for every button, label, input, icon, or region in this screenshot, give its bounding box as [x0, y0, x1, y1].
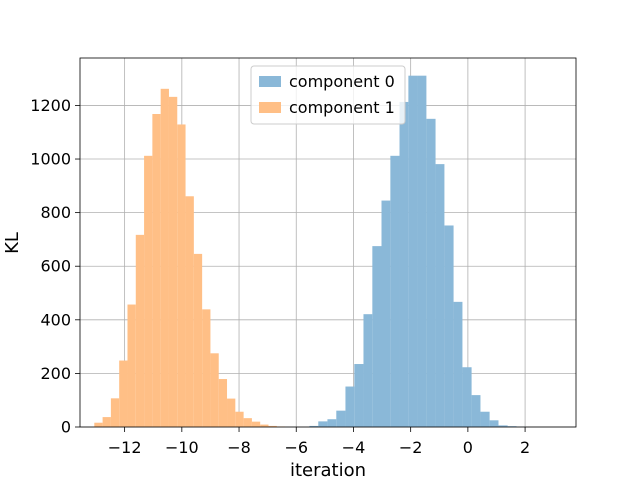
histogram-bar	[177, 124, 185, 427]
legend-swatch	[259, 102, 281, 113]
y-axis-label: KL	[2, 232, 23, 254]
histogram-bar	[144, 156, 152, 427]
histogram-bar	[136, 235, 144, 427]
histogram-bar	[408, 76, 417, 427]
histogram-bar	[119, 361, 127, 427]
histogram-bar	[436, 164, 445, 427]
y-tick-label: 400	[40, 310, 71, 329]
histogram-bar	[426, 119, 435, 427]
legend-label: component 1	[289, 98, 395, 117]
histogram-bar	[219, 379, 227, 427]
x-tick-label: −8	[227, 438, 251, 457]
histogram-bar	[472, 395, 481, 427]
x-axis-label: iteration	[290, 460, 366, 480]
y-tick-label: 1000	[30, 150, 71, 169]
histogram-bar	[161, 89, 169, 427]
y-tick-label: 1200	[30, 96, 71, 115]
histogram-bar	[381, 201, 390, 427]
legend-swatch	[259, 76, 281, 87]
histogram-bar	[244, 418, 252, 427]
x-tick-label: −4	[342, 438, 366, 457]
y-tick-label: 800	[40, 203, 71, 222]
x-tick-label: −6	[284, 438, 308, 457]
histogram-bar	[480, 412, 489, 427]
histogram-bar	[210, 353, 218, 427]
histogram-bar	[111, 398, 119, 427]
histogram-bar	[94, 423, 102, 427]
x-tick-label: −2	[399, 438, 423, 457]
histogram-bar	[103, 417, 111, 427]
histogram-bar	[390, 156, 399, 427]
histogram-bar	[345, 387, 354, 427]
histogram-bar	[462, 367, 471, 427]
y-tick-label: 200	[40, 364, 71, 383]
histogram-bar	[363, 314, 372, 427]
x-tick-label: −10	[165, 438, 199, 457]
histogram-bar	[372, 246, 381, 427]
histogram-bar	[490, 420, 499, 427]
histogram-bar	[202, 309, 210, 427]
histogram-bar	[169, 97, 177, 427]
histogram-bar	[318, 421, 327, 427]
histogram-bar	[327, 419, 336, 427]
x-tick-label: −12	[108, 438, 142, 457]
histogram-bar	[454, 302, 463, 427]
histogram-bar	[127, 305, 135, 427]
y-tick-label: 0	[61, 418, 71, 437]
x-tick-label: 2	[520, 438, 530, 457]
histogram-bar	[400, 102, 409, 427]
histogram-bar	[354, 364, 363, 427]
histogram-bar	[186, 196, 194, 427]
histogram-bar	[336, 411, 345, 427]
histogram-bar	[227, 399, 235, 427]
histogram-bar	[152, 114, 160, 427]
legend-label: component 0	[289, 72, 395, 91]
histogram-bar	[194, 254, 202, 427]
histogram-bar	[444, 225, 453, 427]
y-tick-label: 600	[40, 257, 71, 276]
histogram-bar	[418, 76, 427, 427]
x-tick-label: 0	[463, 438, 473, 457]
histogram-bar	[252, 422, 260, 427]
histogram-bar	[235, 412, 243, 427]
